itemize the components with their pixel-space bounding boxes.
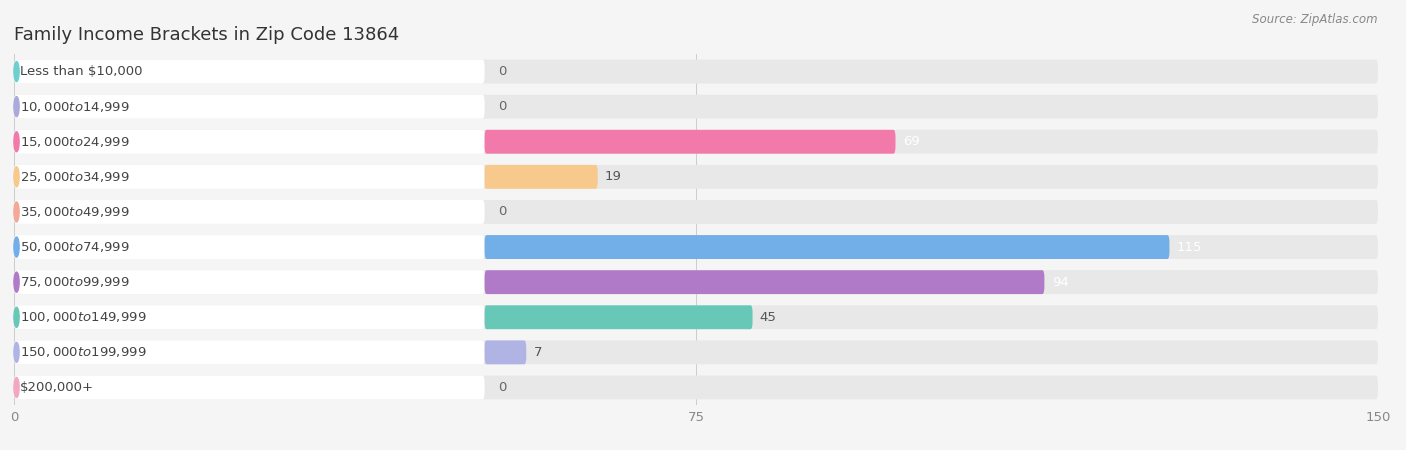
FancyBboxPatch shape	[14, 340, 1378, 364]
FancyBboxPatch shape	[485, 270, 1045, 294]
Circle shape	[14, 342, 20, 362]
Text: $75,000 to $99,999: $75,000 to $99,999	[20, 275, 129, 289]
Text: Source: ZipAtlas.com: Source: ZipAtlas.com	[1253, 14, 1378, 27]
FancyBboxPatch shape	[14, 200, 1378, 224]
FancyBboxPatch shape	[485, 130, 896, 154]
FancyBboxPatch shape	[14, 165, 1378, 189]
FancyBboxPatch shape	[14, 375, 1378, 400]
Circle shape	[14, 237, 20, 257]
FancyBboxPatch shape	[14, 340, 485, 364]
Text: $100,000 to $149,999: $100,000 to $149,999	[20, 310, 146, 324]
Text: $200,000+: $200,000+	[20, 381, 94, 394]
Text: 0: 0	[498, 100, 506, 113]
FancyBboxPatch shape	[14, 305, 485, 329]
FancyBboxPatch shape	[485, 340, 526, 364]
Text: 0: 0	[498, 65, 506, 78]
FancyBboxPatch shape	[14, 375, 485, 400]
Text: Family Income Brackets in Zip Code 13864: Family Income Brackets in Zip Code 13864	[14, 26, 399, 44]
Text: 69: 69	[903, 135, 920, 148]
FancyBboxPatch shape	[14, 59, 485, 84]
Circle shape	[14, 272, 20, 292]
FancyBboxPatch shape	[14, 235, 485, 259]
FancyBboxPatch shape	[14, 94, 1378, 119]
Text: $150,000 to $199,999: $150,000 to $199,999	[20, 345, 146, 360]
FancyBboxPatch shape	[14, 270, 1378, 294]
Circle shape	[14, 62, 20, 81]
Text: $50,000 to $74,999: $50,000 to $74,999	[20, 240, 129, 254]
FancyBboxPatch shape	[14, 130, 485, 154]
Text: $10,000 to $14,999: $10,000 to $14,999	[20, 99, 129, 114]
FancyBboxPatch shape	[485, 165, 598, 189]
Text: 19: 19	[605, 171, 621, 183]
FancyBboxPatch shape	[14, 165, 485, 189]
Text: $25,000 to $34,999: $25,000 to $34,999	[20, 170, 129, 184]
Circle shape	[14, 202, 20, 222]
Text: $35,000 to $49,999: $35,000 to $49,999	[20, 205, 129, 219]
Text: 115: 115	[1177, 241, 1202, 253]
Text: 0: 0	[498, 206, 506, 218]
Circle shape	[14, 167, 20, 187]
Circle shape	[14, 132, 20, 152]
Circle shape	[14, 307, 20, 327]
FancyBboxPatch shape	[14, 130, 1378, 154]
FancyBboxPatch shape	[14, 270, 485, 294]
Text: Less than $10,000: Less than $10,000	[20, 65, 142, 78]
FancyBboxPatch shape	[14, 200, 485, 224]
Text: 94: 94	[1052, 276, 1069, 288]
Text: 0: 0	[498, 381, 506, 394]
FancyBboxPatch shape	[485, 235, 1170, 259]
Circle shape	[14, 378, 20, 397]
FancyBboxPatch shape	[14, 235, 1378, 259]
Text: 7: 7	[533, 346, 543, 359]
FancyBboxPatch shape	[14, 305, 1378, 329]
Text: $15,000 to $24,999: $15,000 to $24,999	[20, 135, 129, 149]
FancyBboxPatch shape	[14, 94, 485, 119]
Text: 45: 45	[759, 311, 776, 324]
FancyBboxPatch shape	[485, 305, 752, 329]
FancyBboxPatch shape	[14, 59, 1378, 84]
Circle shape	[14, 97, 20, 117]
